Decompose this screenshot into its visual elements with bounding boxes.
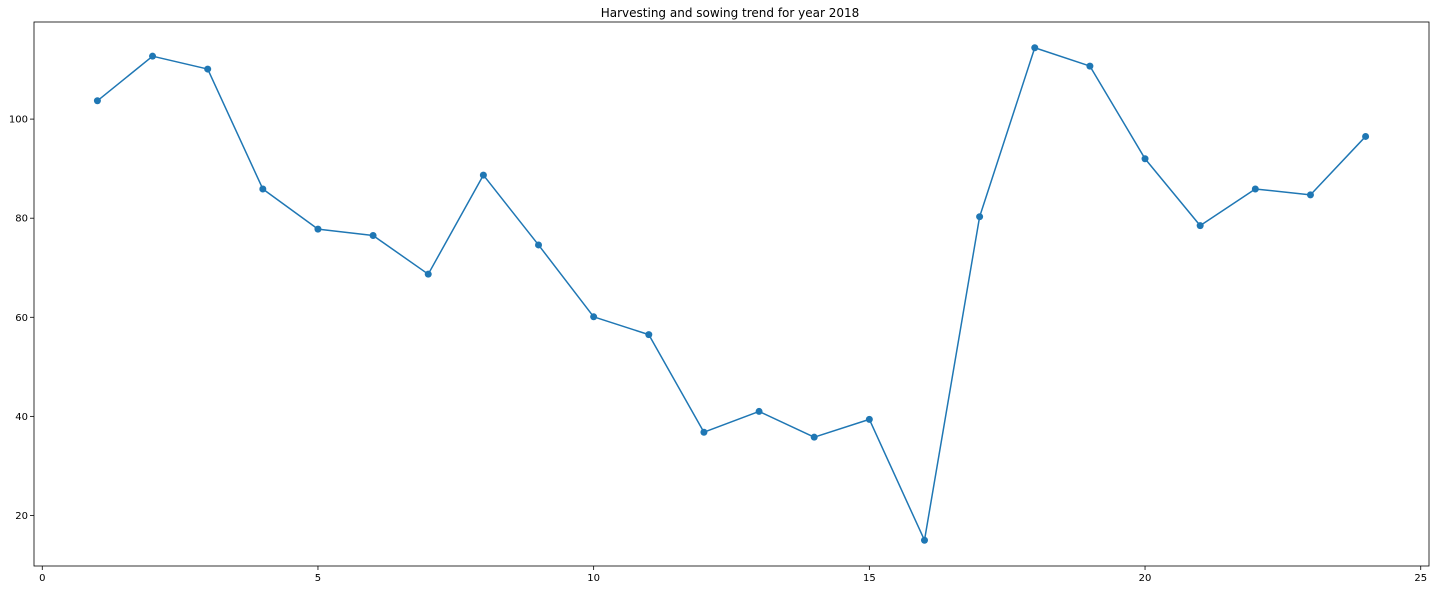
data-point: [645, 331, 653, 339]
data-point: [479, 171, 487, 179]
data-point: [314, 225, 322, 233]
data-point: [204, 65, 212, 73]
x-tick-label: 10: [587, 573, 600, 584]
data-point: [810, 433, 818, 441]
x-tick-label: 20: [1139, 573, 1152, 584]
series-line: [96, 47, 1367, 541]
data-point: [755, 407, 763, 415]
series-group: [93, 44, 1370, 544]
data-point: [865, 415, 873, 423]
x-tick-label: 5: [315, 573, 321, 584]
y-tick-label: 40: [15, 412, 28, 423]
data-point: [1031, 44, 1039, 52]
data-point: [590, 313, 598, 321]
data-point: [369, 232, 377, 240]
data-point: [93, 97, 101, 105]
data-point: [1086, 62, 1094, 70]
data-point: [1141, 155, 1149, 163]
y-tick-label: 60: [15, 313, 28, 324]
axes: 0 5 10 15 20 25 20 40 60 80 100: [9, 21, 1430, 584]
plot-frame: [33, 21, 1430, 567]
data-point: [976, 213, 984, 221]
y-tick-label: 20: [15, 511, 28, 522]
x-tick-label: 25: [1414, 573, 1427, 584]
x-tick-label: 15: [863, 573, 876, 584]
y-tick-label: 100: [9, 115, 28, 126]
data-point: [1306, 191, 1314, 199]
data-point: [700, 428, 708, 436]
data-point: [1196, 222, 1204, 230]
data-point: [920, 536, 928, 544]
x-tick-label: 0: [39, 573, 45, 584]
data-point: [424, 270, 432, 278]
data-point: [535, 241, 543, 249]
chart-title: Harvesting and sowing trend for year 201…: [601, 6, 860, 20]
data-point: [1362, 132, 1370, 140]
data-point: [1251, 185, 1259, 193]
data-point: [149, 52, 157, 60]
y-tick-label: 80: [15, 214, 28, 225]
data-point: [259, 185, 267, 193]
